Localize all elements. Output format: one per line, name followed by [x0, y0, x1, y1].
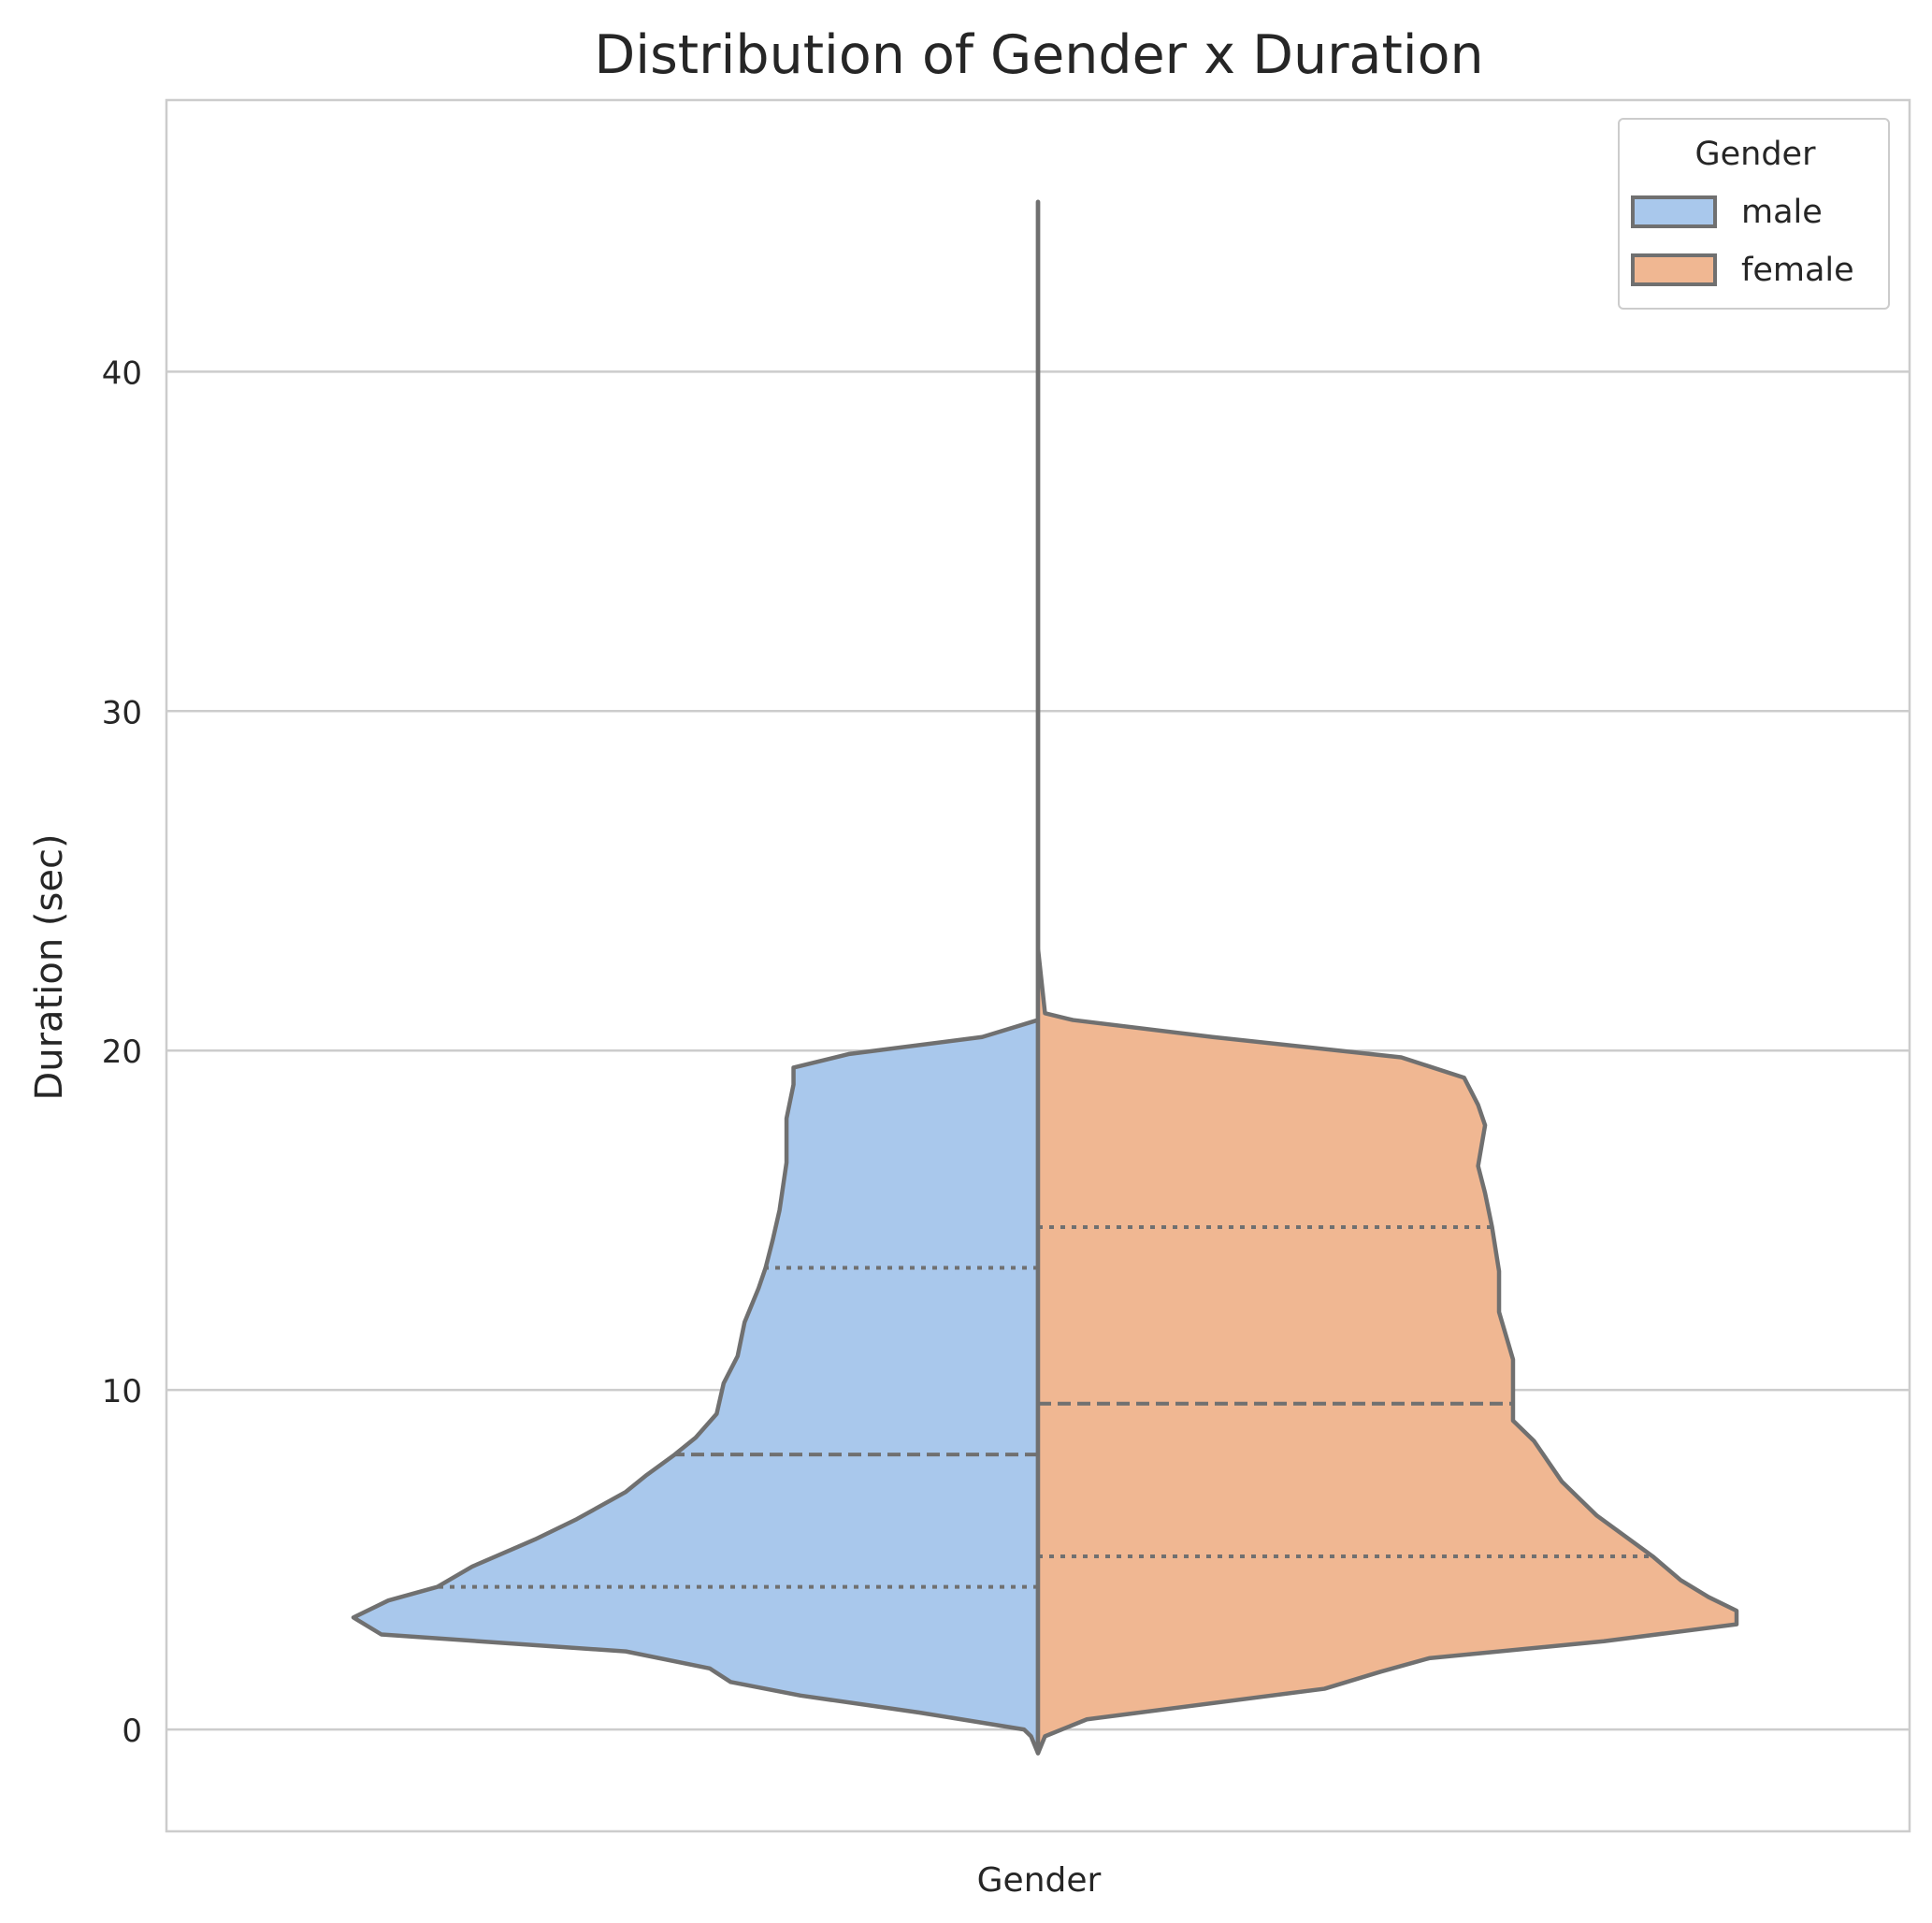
violin-male [351, 199, 1041, 1756]
legend-label-female: female [1741, 252, 1854, 289]
legend-title: Gender [1695, 136, 1817, 173]
y-tick-label-0: 0 [122, 1713, 142, 1750]
y-tick-label-10: 10 [102, 1373, 142, 1410]
legend-label-male: male [1741, 194, 1823, 231]
legend-swatch-female [1631, 253, 1717, 286]
violin-female [1035, 199, 1739, 1756]
y-axis-label: Duration (sec) [28, 833, 71, 1100]
legend: Gender male female [1618, 118, 1890, 310]
y-tick-label-20: 20 [102, 1034, 142, 1071]
y-tick-label-30: 30 [102, 694, 142, 731]
x-axis-label: Gender [977, 1861, 1102, 1900]
y-tick-label-40: 40 [102, 354, 142, 392]
chart-title: Distribution of Gender x Duration [594, 24, 1483, 86]
legend-swatch-male [1631, 195, 1717, 228]
